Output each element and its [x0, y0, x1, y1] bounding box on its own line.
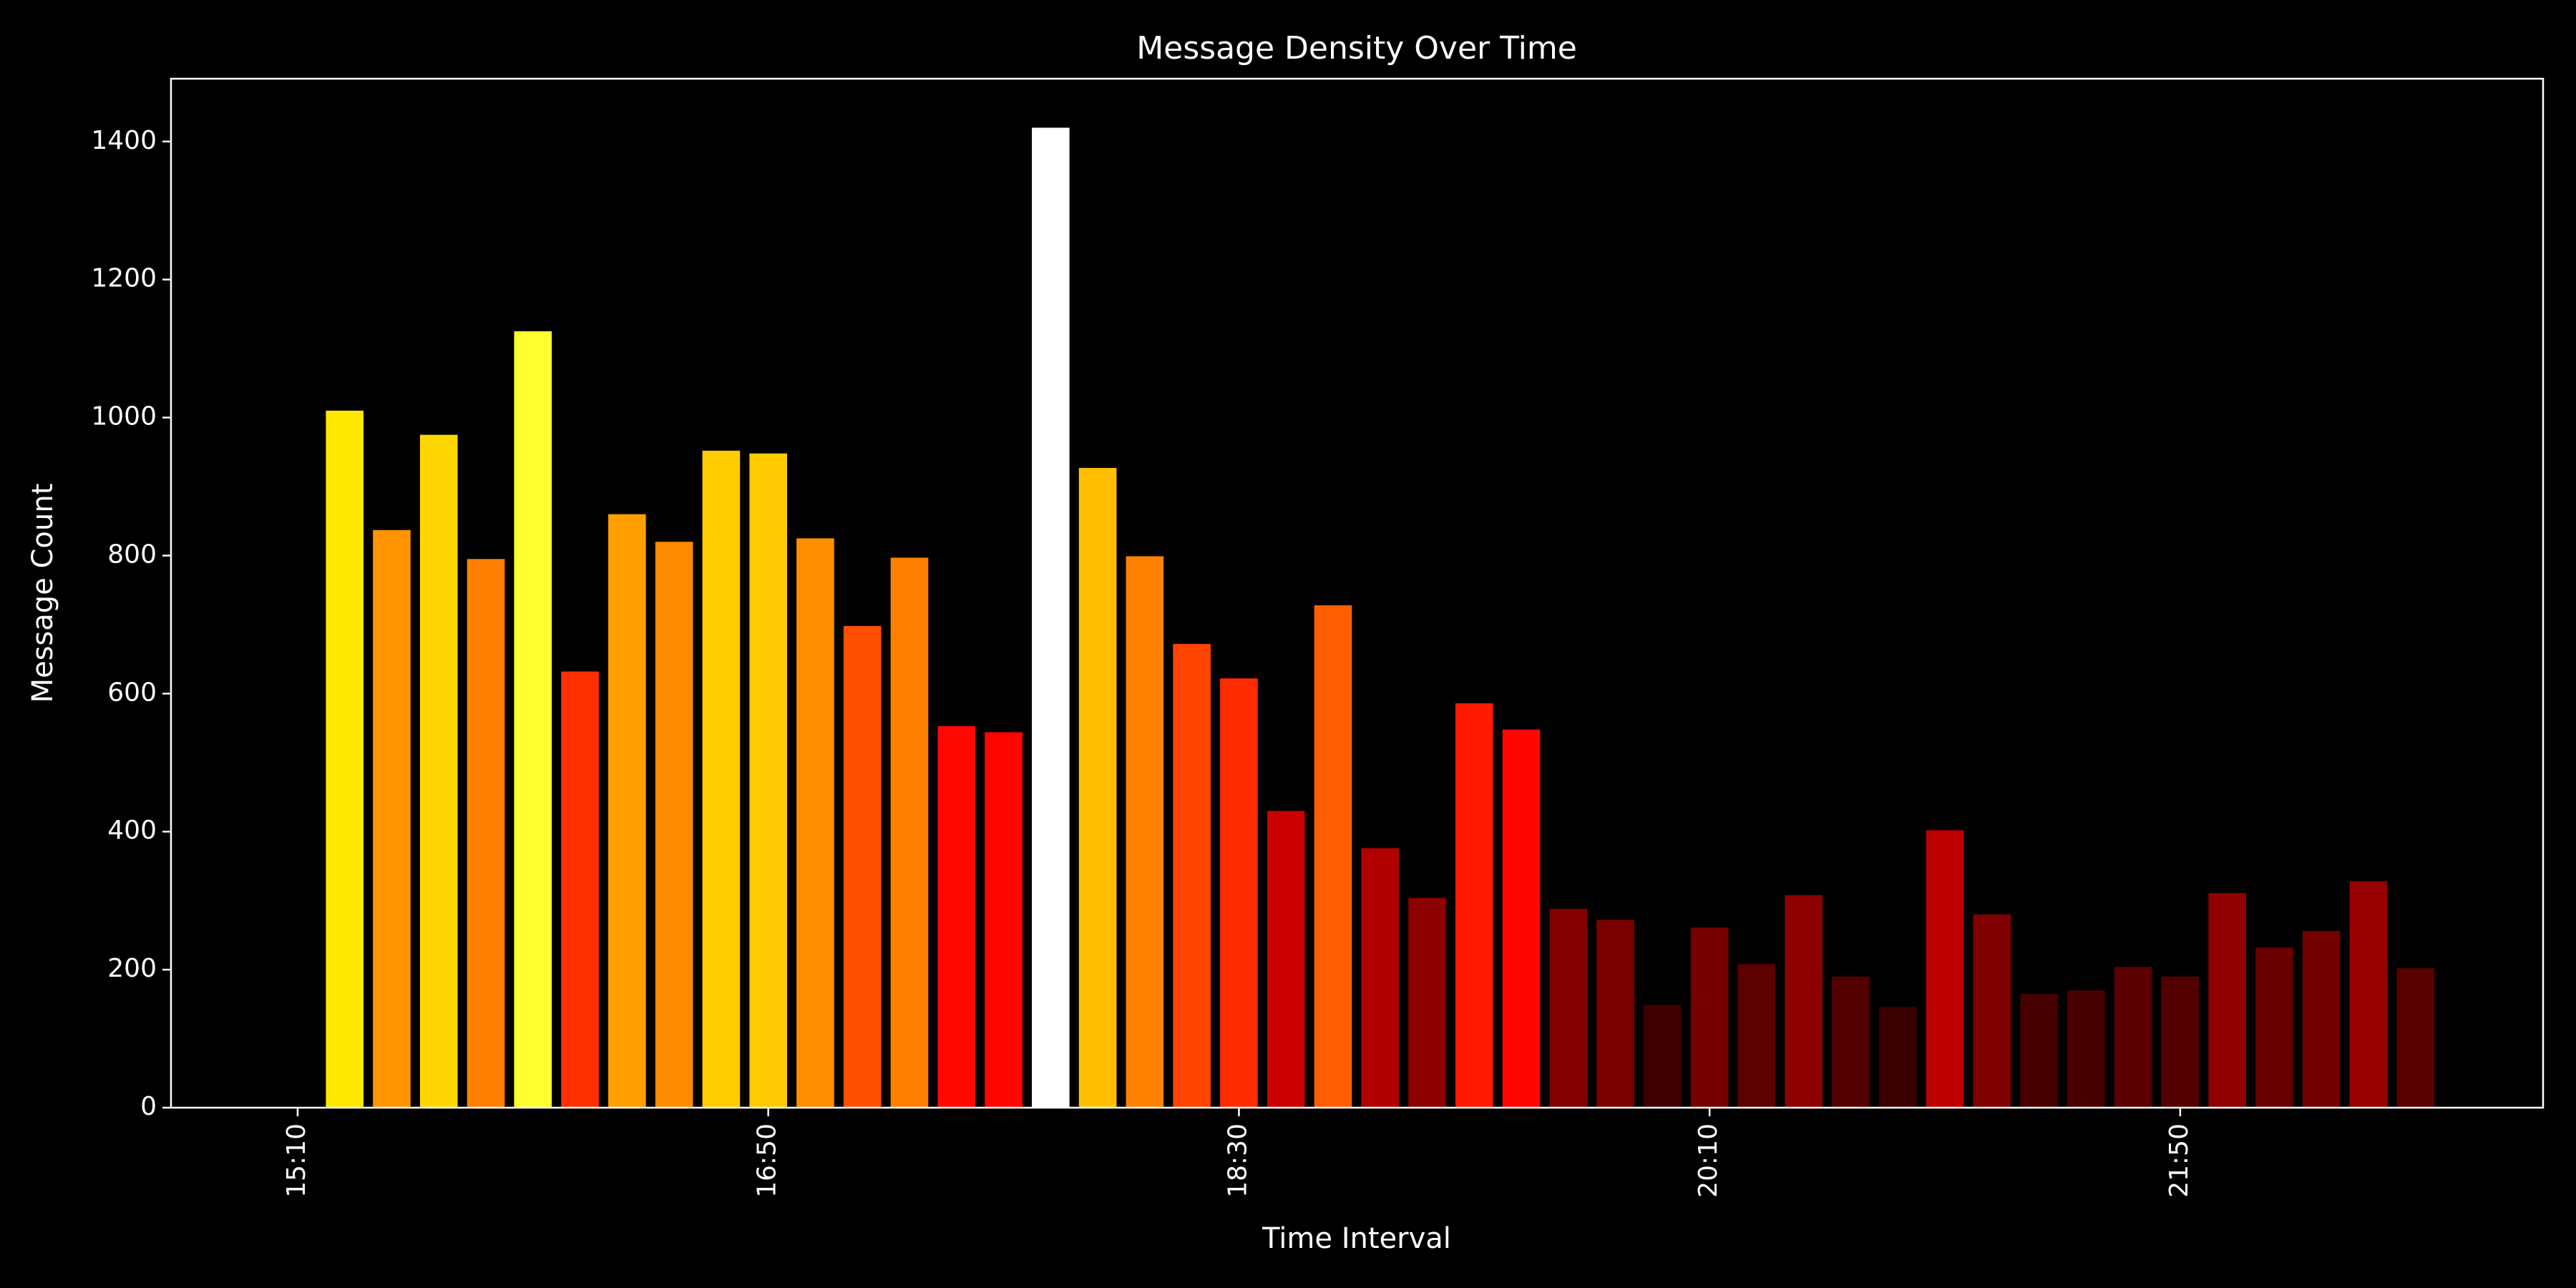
bar [608, 514, 646, 1108]
bar [1126, 556, 1164, 1108]
bar [1361, 848, 1400, 1108]
bar [796, 538, 834, 1108]
bar [561, 671, 599, 1108]
bar [937, 726, 976, 1108]
bar [1737, 964, 1776, 1108]
bar [843, 625, 882, 1108]
y-axis-label: Message Count [26, 484, 59, 703]
bar [2302, 931, 2341, 1108]
bar [1644, 1005, 1682, 1108]
bar [1314, 605, 1352, 1108]
bar [1220, 678, 1258, 1108]
y-tick-label: 800 [107, 540, 157, 569]
bar [2349, 881, 2388, 1108]
y-tick-label: 0 [140, 1092, 157, 1121]
bar [1078, 467, 1117, 1108]
bar [373, 530, 411, 1108]
y-tick-label: 400 [107, 816, 157, 845]
bar [2396, 968, 2435, 1108]
bar [1878, 1007, 1917, 1108]
bar [749, 453, 787, 1108]
bar [1785, 894, 1823, 1108]
y-tick-label: 600 [107, 678, 157, 707]
bar [1549, 909, 1588, 1108]
bar [1832, 976, 1870, 1108]
x-tick-label: 16:50 [753, 1123, 782, 1198]
y-tick-label: 1400 [91, 126, 157, 155]
bar [1973, 914, 2011, 1108]
bar [419, 434, 458, 1108]
bar [326, 410, 364, 1108]
bar [890, 557, 929, 1108]
bar [278, 1090, 317, 1108]
y-tick-label: 1200 [91, 264, 157, 293]
bar [514, 331, 552, 1108]
x-tick-label: 21:50 [2165, 1123, 2194, 1198]
bar [2114, 967, 2152, 1108]
bar [1926, 830, 1964, 1108]
x-tick-label: 18:30 [1223, 1123, 1252, 1198]
bar [2067, 990, 2105, 1108]
bar [467, 559, 505, 1108]
plot-frame [170, 77, 2545, 1109]
bar [985, 732, 1023, 1108]
x-tick-label: 15:10 [282, 1123, 311, 1198]
bar [702, 450, 741, 1108]
x-tick-label: 20:10 [1694, 1123, 1723, 1198]
bar [1596, 919, 1634, 1108]
bar [1173, 643, 1211, 1108]
bar [655, 542, 693, 1108]
bar [2020, 993, 2058, 1108]
bar [2161, 976, 2200, 1108]
chart-title: Message Density Over Time [1136, 30, 1577, 67]
y-tick-label: 1000 [91, 402, 157, 431]
y-tick-label: 200 [107, 954, 157, 983]
bar [2208, 893, 2246, 1108]
bar [1455, 703, 1493, 1108]
bar [1408, 897, 1446, 1108]
bar [1032, 127, 1070, 1108]
bar [1502, 729, 1541, 1108]
bar [1267, 811, 1305, 1108]
bar [2255, 947, 2293, 1108]
x-axis-label: Time Interval [1262, 1222, 1451, 1255]
bar [1690, 927, 1729, 1108]
